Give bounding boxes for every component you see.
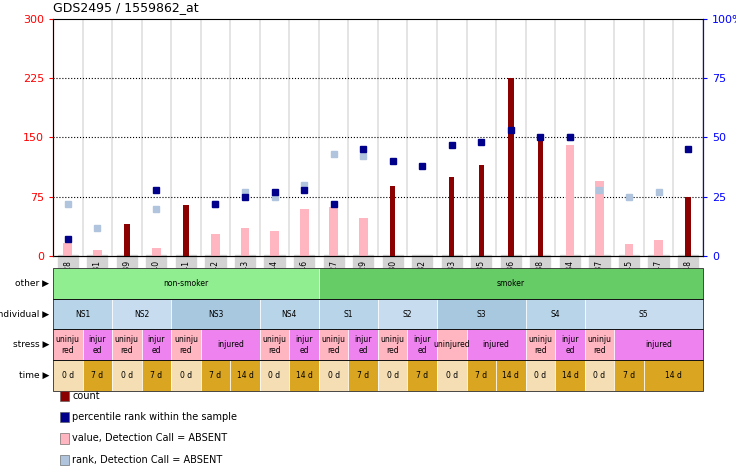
- Text: 7 d: 7 d: [91, 371, 103, 380]
- Text: S5: S5: [639, 310, 648, 319]
- Bar: [538, 139, 543, 256]
- Text: injured: injured: [483, 340, 509, 349]
- Text: uninju
red: uninju red: [56, 335, 79, 355]
- Text: 7 d: 7 d: [150, 371, 163, 380]
- Text: uninju
red: uninju red: [115, 335, 139, 355]
- Bar: [654, 240, 663, 256]
- Bar: [241, 228, 250, 256]
- Text: S1: S1: [344, 310, 353, 319]
- Bar: [211, 234, 220, 256]
- Text: injur
ed: injur ed: [88, 335, 106, 355]
- Text: S2: S2: [403, 310, 412, 319]
- Text: uninju
red: uninju red: [174, 335, 198, 355]
- Text: 14 d: 14 d: [562, 371, 578, 380]
- Text: injur
ed: injur ed: [355, 335, 372, 355]
- Text: 0 d: 0 d: [121, 371, 133, 380]
- Text: 0 d: 0 d: [446, 371, 458, 380]
- Bar: [300, 209, 308, 256]
- Bar: [565, 146, 574, 256]
- Text: NS3: NS3: [208, 310, 223, 319]
- Text: value, Detection Call = ABSENT: value, Detection Call = ABSENT: [72, 433, 227, 444]
- Text: individual ▶: individual ▶: [0, 310, 49, 319]
- Text: injur
ed: injur ed: [148, 335, 165, 355]
- Bar: [93, 250, 102, 256]
- Text: 7 d: 7 d: [357, 371, 369, 380]
- Bar: [509, 78, 514, 256]
- Bar: [124, 224, 130, 256]
- Text: S4: S4: [551, 310, 560, 319]
- Text: uninju
red: uninju red: [322, 335, 346, 355]
- Bar: [625, 244, 634, 256]
- Bar: [685, 197, 691, 256]
- Bar: [390, 186, 395, 256]
- Text: injured: injured: [217, 340, 244, 349]
- Text: other ▶: other ▶: [15, 279, 49, 288]
- Text: 14 d: 14 d: [665, 371, 682, 380]
- Text: 7 d: 7 d: [623, 371, 635, 380]
- Bar: [329, 207, 338, 256]
- Text: count: count: [72, 391, 100, 401]
- Text: uninjured: uninjured: [434, 340, 470, 349]
- Text: 0 d: 0 d: [328, 371, 340, 380]
- Text: uninju
red: uninju red: [587, 335, 612, 355]
- Bar: [63, 243, 72, 256]
- Text: S3: S3: [476, 310, 486, 319]
- Bar: [358, 218, 367, 256]
- Text: injured: injured: [645, 340, 672, 349]
- Text: NS2: NS2: [134, 310, 149, 319]
- Text: rank, Detection Call = ABSENT: rank, Detection Call = ABSENT: [72, 455, 222, 465]
- Bar: [183, 205, 188, 256]
- Text: stress ▶: stress ▶: [13, 340, 49, 349]
- Text: smoker: smoker: [497, 279, 525, 288]
- Text: 7 d: 7 d: [475, 371, 487, 380]
- Text: uninju
red: uninju red: [263, 335, 286, 355]
- Text: 0 d: 0 d: [386, 371, 399, 380]
- Text: injur
ed: injur ed: [414, 335, 431, 355]
- Text: 0 d: 0 d: [269, 371, 280, 380]
- Text: 14 d: 14 d: [503, 371, 520, 380]
- Text: GDS2495 / 1559862_at: GDS2495 / 1559862_at: [53, 1, 199, 14]
- Bar: [595, 181, 604, 256]
- Bar: [152, 248, 160, 256]
- Text: injur
ed: injur ed: [561, 335, 578, 355]
- Text: 0 d: 0 d: [534, 371, 546, 380]
- Text: percentile rank within the sample: percentile rank within the sample: [72, 412, 237, 422]
- Text: 14 d: 14 d: [296, 371, 313, 380]
- Text: NS1: NS1: [75, 310, 90, 319]
- Text: 14 d: 14 d: [236, 371, 253, 380]
- Bar: [270, 231, 279, 256]
- Text: NS4: NS4: [282, 310, 297, 319]
- Text: 0 d: 0 d: [593, 371, 606, 380]
- Text: 0 d: 0 d: [180, 371, 192, 380]
- Text: uninju
red: uninju red: [528, 335, 553, 355]
- Text: uninju
red: uninju red: [381, 335, 405, 355]
- Text: 7 d: 7 d: [210, 371, 222, 380]
- Text: time ▶: time ▶: [19, 371, 49, 380]
- Text: 7 d: 7 d: [416, 371, 428, 380]
- Bar: [478, 165, 484, 256]
- Text: injur
ed: injur ed: [295, 335, 313, 355]
- Text: 0 d: 0 d: [62, 371, 74, 380]
- Bar: [449, 177, 454, 256]
- Text: non-smoker: non-smoker: [163, 279, 208, 288]
